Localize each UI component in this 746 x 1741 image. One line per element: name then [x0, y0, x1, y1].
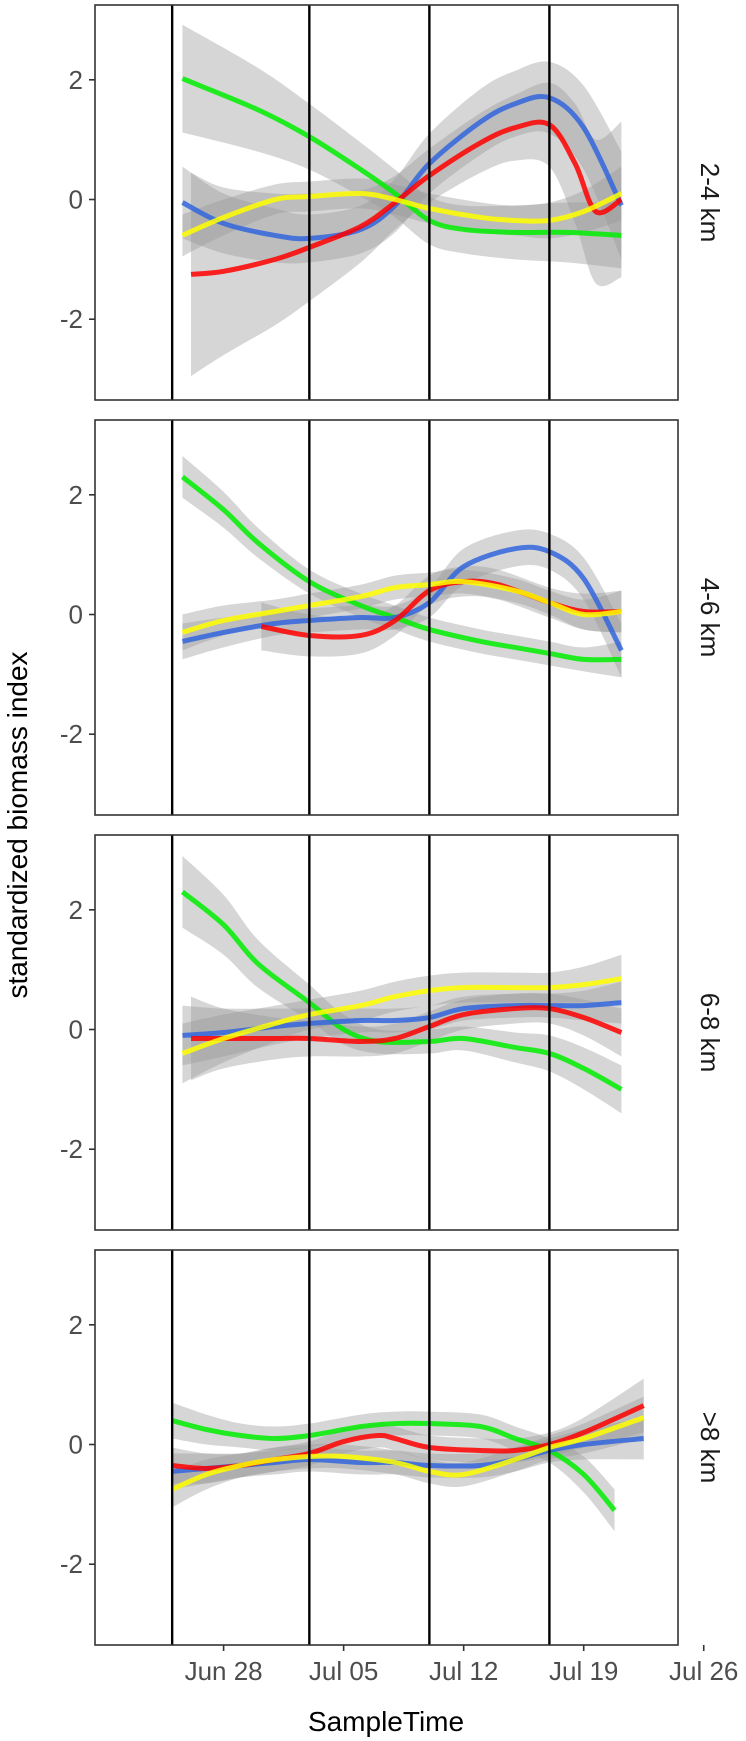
- ci-ribbon-blue: [182, 981, 622, 1066]
- facet-panel: 2 0 -2 4-6 km: [60, 419, 725, 816]
- x-axis-title: SampleTime: [308, 1706, 464, 1737]
- y-tick-label: 2: [69, 895, 83, 925]
- panel-border: [94, 834, 679, 1231]
- facet-panel: 2 0 -2 >8 km: [60, 1249, 725, 1646]
- panel-border: [94, 1249, 679, 1646]
- panel-border: [94, 4, 679, 401]
- y-tick-label: -2: [60, 1134, 83, 1164]
- ci-ribbon-red: [261, 566, 622, 657]
- x-tick-label: Jun 28: [185, 1656, 263, 1686]
- ci-ribbon-blue: [182, 529, 622, 678]
- series-line-green: [180, 474, 622, 663]
- x-axis: Jun 28 Jul 05 Jul 12 Jul 19 Jul 26: [185, 1645, 738, 1686]
- ci-ribbon-blue: [182, 61, 622, 264]
- facet-strip-label: >8 km: [695, 1412, 725, 1484]
- ci-ribbon-green: [182, 455, 622, 678]
- panels: 2 0 -2 2-4 km 2 0 -2 4-6 km 2 0 -2 6-8 km 2 0 -2 >8 km: [60, 4, 725, 1646]
- series-line-yellow: [181, 578, 622, 635]
- ci-ribbon-blue: [172, 1417, 644, 1490]
- x-tick-label: Jul 26: [669, 1656, 738, 1686]
- facet-panel: 2 0 -2 2-4 km: [60, 4, 725, 401]
- series-line-yellow: [181, 976, 622, 1056]
- ci-ribbon-green: [182, 24, 622, 269]
- series-line-blue: [181, 544, 624, 652]
- y-axis-title: standardized biomass index: [2, 651, 33, 998]
- y-tick-label: -2: [60, 1549, 83, 1579]
- facet-strip-label: 6-8 km: [695, 993, 725, 1072]
- x-tick-label: Jul 12: [429, 1656, 498, 1686]
- x-tick-label: Jul 05: [309, 1656, 378, 1686]
- y-tick-label: 0: [69, 600, 83, 630]
- y-tick-label: -2: [60, 719, 83, 749]
- y-tick-label: 2: [69, 65, 83, 95]
- y-tick-label: -2: [60, 304, 83, 334]
- y-tick-label: 0: [69, 1430, 83, 1460]
- series-line-yellow: [181, 190, 623, 238]
- series-line-red: [191, 1005, 623, 1044]
- series-line-green: [180, 889, 623, 1092]
- y-tick-label: 0: [69, 1015, 83, 1045]
- facet-strip-label: 2-4 km: [695, 163, 725, 242]
- y-tick-label: 2: [69, 480, 83, 510]
- panel-background: [95, 5, 678, 400]
- facet-strip-label: 4-6 km: [695, 578, 725, 657]
- y-tick-label: 2: [69, 1310, 83, 1340]
- panel-border: [94, 419, 679, 816]
- panel-background: [95, 1250, 678, 1645]
- ci-ribbon-red: [191, 82, 622, 377]
- x-tick-label: Jul 19: [549, 1656, 618, 1686]
- series-line-blue: [181, 93, 624, 242]
- y-tick-label: 0: [69, 185, 83, 215]
- facet-panel: 2 0 -2 6-8 km: [60, 834, 725, 1231]
